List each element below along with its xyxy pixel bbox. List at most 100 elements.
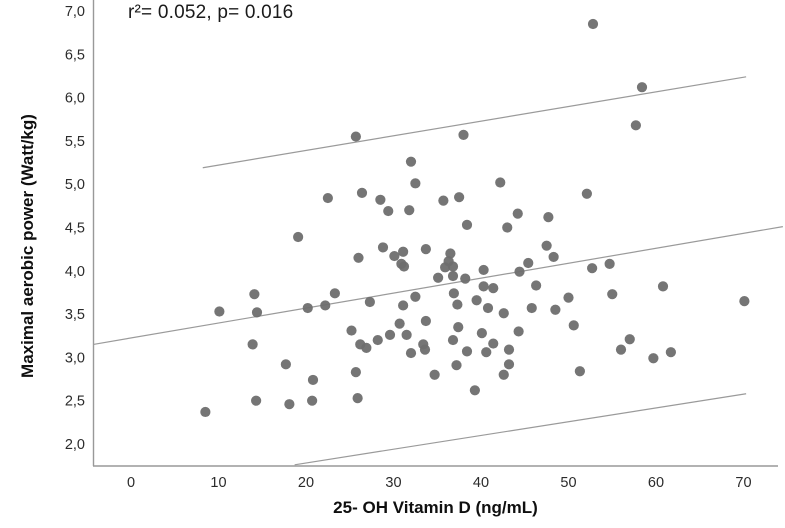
data-point [574,366,585,377]
x-tick-label: 50 [560,475,576,491]
y-tick-label: 2,5 [65,394,85,410]
data-point [513,326,524,337]
data-point [495,177,506,188]
data-point [320,300,331,311]
data-point [461,346,473,357]
data-point [461,219,473,231]
data-point [377,242,389,253]
y-tick-label: 4,0 [65,264,85,280]
y-tick-label: 3,5 [65,307,85,323]
data-point [502,222,513,233]
data-point [488,338,499,349]
data-point [451,360,462,371]
data-point [410,178,421,189]
fit-lines [93,76,783,466]
regression-line [93,226,783,346]
x-tick-label: 20 [298,475,314,491]
data-point [420,244,431,255]
data-point [471,295,482,306]
data-point [458,129,469,140]
x-tick-label: 0 [127,475,135,491]
data-point [329,288,340,299]
data-point [523,257,534,269]
data-point [429,369,440,380]
data-point [394,318,405,329]
lower-ci-line [294,393,747,466]
data-point [356,187,368,198]
data-point [739,296,750,307]
data-point [322,192,333,204]
data-point [214,306,225,317]
data-point [280,359,291,370]
x-tick-label: 60 [648,475,664,491]
data-point [350,131,361,142]
data-point [302,302,313,314]
data-point [526,302,537,314]
data-point [200,406,211,418]
data-point [293,231,304,243]
data-point [543,212,554,223]
x-tick-label: 10 [210,475,226,491]
data-point [587,18,599,30]
data-point [447,261,459,272]
data-point [607,289,618,300]
data-point [389,250,400,262]
data-point [615,344,627,355]
scatter-points [200,18,750,418]
data-point [488,283,499,294]
data-point [398,261,410,272]
data-point [657,281,669,292]
data-point [251,395,262,406]
data-point [587,263,598,274]
data-point [405,156,417,167]
data-point [512,208,523,219]
data-point [476,328,487,339]
data-point [503,344,515,355]
y-tick-labels: 2,0 2,5 3,0 3,5 4,0 4,5 5,0 5,5 6,0 6,5 7,0 [65,4,85,453]
data-point [541,240,552,251]
data-point [438,195,449,206]
data-point [307,395,318,406]
y-tick-label: 2,0 [65,437,85,453]
data-point [352,393,363,404]
data-point [498,369,509,380]
data-point [372,334,383,346]
data-point [503,359,515,370]
y-axis-title: Maximal aerobic power (Watt/kg) [18,114,37,378]
y-tick-label: 6,5 [65,47,85,63]
data-point [665,347,676,358]
upper-ci-line [202,76,747,169]
y-tick-label: 3,0 [65,350,85,366]
data-point [445,248,456,259]
data-point [581,188,592,199]
data-point [361,342,372,353]
y-tick-label: 5,5 [65,134,85,150]
data-point [636,82,648,93]
y-tick-label: 4,5 [65,221,85,237]
data-point [453,321,464,333]
x-axis-title: 25- OH Vitamin D (ng/mL) [333,498,538,517]
data-point [384,329,396,340]
data-point [353,252,364,263]
data-point [452,299,463,310]
x-tick-label: 70 [735,475,751,491]
data-point [498,308,509,319]
y-tick-label: 7,0 [65,4,85,20]
data-point [251,307,263,318]
data-point [350,367,361,378]
data-point [604,258,615,269]
data-point [364,296,375,308]
data-point [454,192,465,203]
data-point [398,300,409,311]
data-point [482,302,494,314]
data-point [405,347,417,359]
y-tick-label: 5,0 [65,177,85,193]
data-point [398,246,409,257]
data-point [469,385,480,396]
data-point [548,251,559,263]
data-point [448,288,459,299]
data-point [410,291,421,302]
data-point [433,272,444,283]
data-point [460,273,471,284]
